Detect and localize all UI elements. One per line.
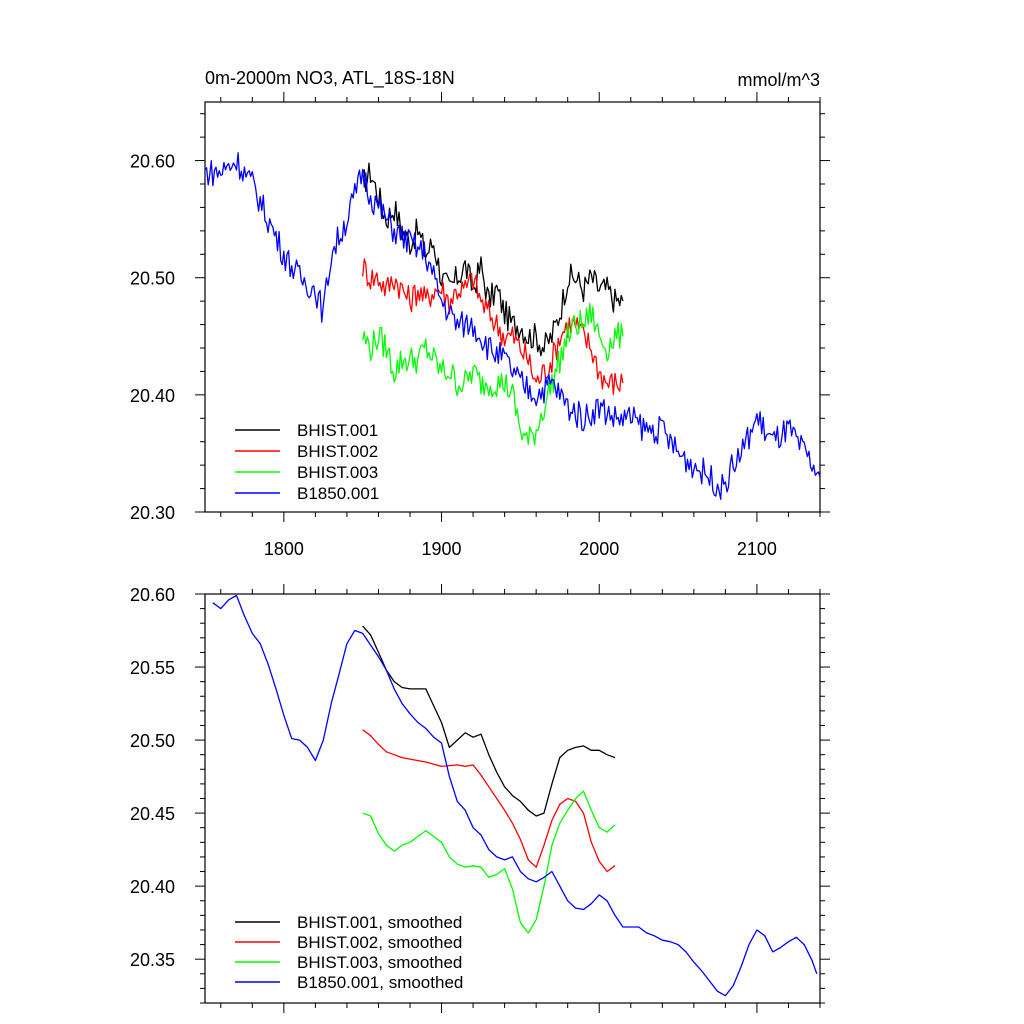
chart-title: 0m-2000m NO3, ATL_18S-18N <box>205 68 455 89</box>
y-tick-label: 20.55 <box>130 658 175 678</box>
x-tick-label: 2000 <box>579 539 619 559</box>
series-line <box>362 625 616 817</box>
y-tick-label: 20.40 <box>130 877 175 897</box>
series-line <box>362 729 616 873</box>
y-tick-label: 20.30 <box>130 503 175 523</box>
legend-label: BHIST.003 <box>297 463 378 482</box>
series-line <box>362 790 616 934</box>
plot-frame <box>204 101 821 513</box>
y-tick-label: 20.45 <box>130 804 175 824</box>
legend-label: BHIST.003, smoothed <box>297 953 462 972</box>
y-tick-label: 20.60 <box>130 152 175 172</box>
top-panel: 0m-2000m NO3, ATL_18S-18N mmol/m^3 1800 1… <box>130 68 830 559</box>
series-line <box>205 152 820 500</box>
y-tick-label: 20.40 <box>130 386 175 406</box>
y-tick-label: 20.60 <box>130 585 175 605</box>
y-tick-label: 20.50 <box>130 731 175 751</box>
y-tick-label: 20.50 <box>130 269 175 289</box>
bottom-panel: 20.35 20.40 20.45 20.50 20.55 20.60 BHIST.001,… <box>130 584 830 1013</box>
series-line <box>212 594 818 997</box>
series-line <box>362 258 624 396</box>
units-label: mmol/m^3 <box>738 70 820 90</box>
x-tick-label: 1900 <box>422 539 462 559</box>
legend-label: BHIST.001 <box>297 421 378 440</box>
series-line <box>362 302 624 446</box>
x-tick-label: 1800 <box>264 539 304 559</box>
legend-label: BHIST.002, smoothed <box>297 933 462 952</box>
legend-label: BHIST.001, smoothed <box>297 913 462 932</box>
x-tick-label: 2100 <box>737 539 777 559</box>
legend-label: B1850.001 <box>297 484 379 503</box>
legend-label: B1850.001, smoothed <box>297 973 463 992</box>
legend-label: BHIST.002 <box>297 442 378 461</box>
y-tick-label: 20.35 <box>130 950 175 970</box>
